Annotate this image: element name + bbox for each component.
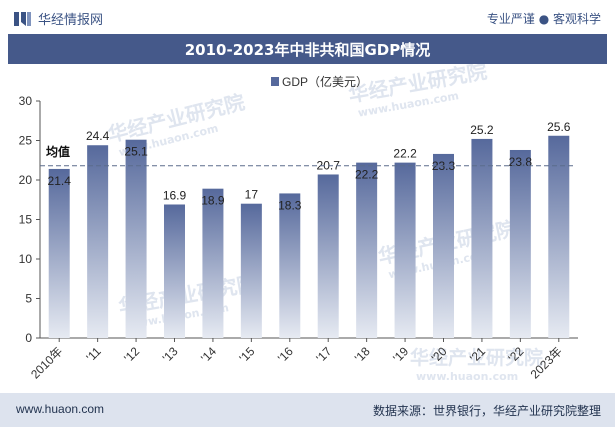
average-label: 均值 (46, 144, 70, 159)
value-label: 25.1 (124, 145, 148, 159)
bar (433, 153, 454, 338)
top-bar: 华经情报网 专业严谨 ● 客观科学 (0, 0, 615, 34)
bar (164, 204, 185, 338)
value-label: 21.4 (48, 174, 72, 188)
brand: 华经情报网 (14, 9, 103, 28)
legend-label: GDP（亿美元） (282, 74, 368, 89)
bar (240, 203, 262, 338)
legend: GDP（亿美元） (271, 74, 368, 89)
bar-chart: 华经产业研究院www.huaon.com华经产业研究院www.huaon.com… (19, 64, 578, 383)
tagline: 专业严谨 ● 客观科学 (486, 12, 601, 26)
bars (48, 135, 570, 338)
value-label: 22.2 (355, 168, 379, 182)
y-tick-label: 20 (19, 173, 33, 187)
bar (317, 174, 339, 338)
watermark-url: www.huaon.com (416, 370, 518, 383)
bar (471, 138, 493, 338)
y-tick-label: 25 (19, 134, 33, 148)
y-tick-label: 10 (19, 252, 33, 266)
bar (87, 145, 109, 338)
bar (356, 162, 378, 338)
value-label: 18.3 (278, 198, 302, 212)
bar (548, 135, 570, 338)
bar (279, 193, 301, 338)
y-tick-label: 0 (25, 331, 32, 345)
bar (125, 139, 147, 338)
x-tick-label: '16 (275, 344, 296, 365)
value-label: 23.8 (509, 155, 533, 169)
x-tick-label: 2010年 (28, 344, 65, 381)
y-tick-label: 5 (25, 292, 32, 306)
bar (202, 188, 224, 338)
chart-title: 2010-2023年中非共和国GDP情况 (8, 34, 607, 64)
x-tick-label: '11 (83, 344, 104, 365)
x-tick-label: '17 (313, 344, 334, 365)
x-tick-label: '15 (237, 344, 258, 365)
value-labels: 21.424.425.116.9 18.9 1718.320.722.222.223… (48, 120, 571, 213)
x-tick-label: '13 (160, 344, 181, 365)
bar (509, 149, 531, 338)
legend-swatch (271, 77, 279, 86)
value-label: 17 (245, 188, 259, 202)
footer-website[interactable]: www.huaon.com (16, 402, 105, 416)
value-label: 25.6 (547, 120, 571, 134)
bar (394, 162, 416, 338)
watermark-text: 华经产业研究院 (410, 346, 543, 369)
x-tick-label: '19 (390, 344, 411, 365)
x-tick-label: '14 (198, 344, 219, 365)
value-label: 24.4 (86, 129, 110, 143)
x-tick-label: '12 (121, 344, 142, 365)
value-label: 22.2 (393, 147, 417, 161)
x-tick-label: '18 (352, 344, 373, 365)
bar (48, 168, 70, 338)
brand-logo-icon (14, 11, 31, 26)
footer: www.huaon.com 数据来源：世界银行，华经产业研究院整理 (0, 393, 615, 427)
value-label: 25.2 (470, 123, 494, 137)
y-tick-label: 30 (19, 94, 33, 108)
reference-line: 均值 (40, 144, 576, 167)
y-tick-label: 15 (19, 213, 33, 227)
value-label: 18.9 (201, 194, 225, 208)
brand-name: 华经情报网 (38, 13, 104, 28)
value-label: 16.9 (163, 188, 187, 202)
footer-source: 数据来源：世界银行，华经产业研究院整理 (372, 404, 601, 418)
